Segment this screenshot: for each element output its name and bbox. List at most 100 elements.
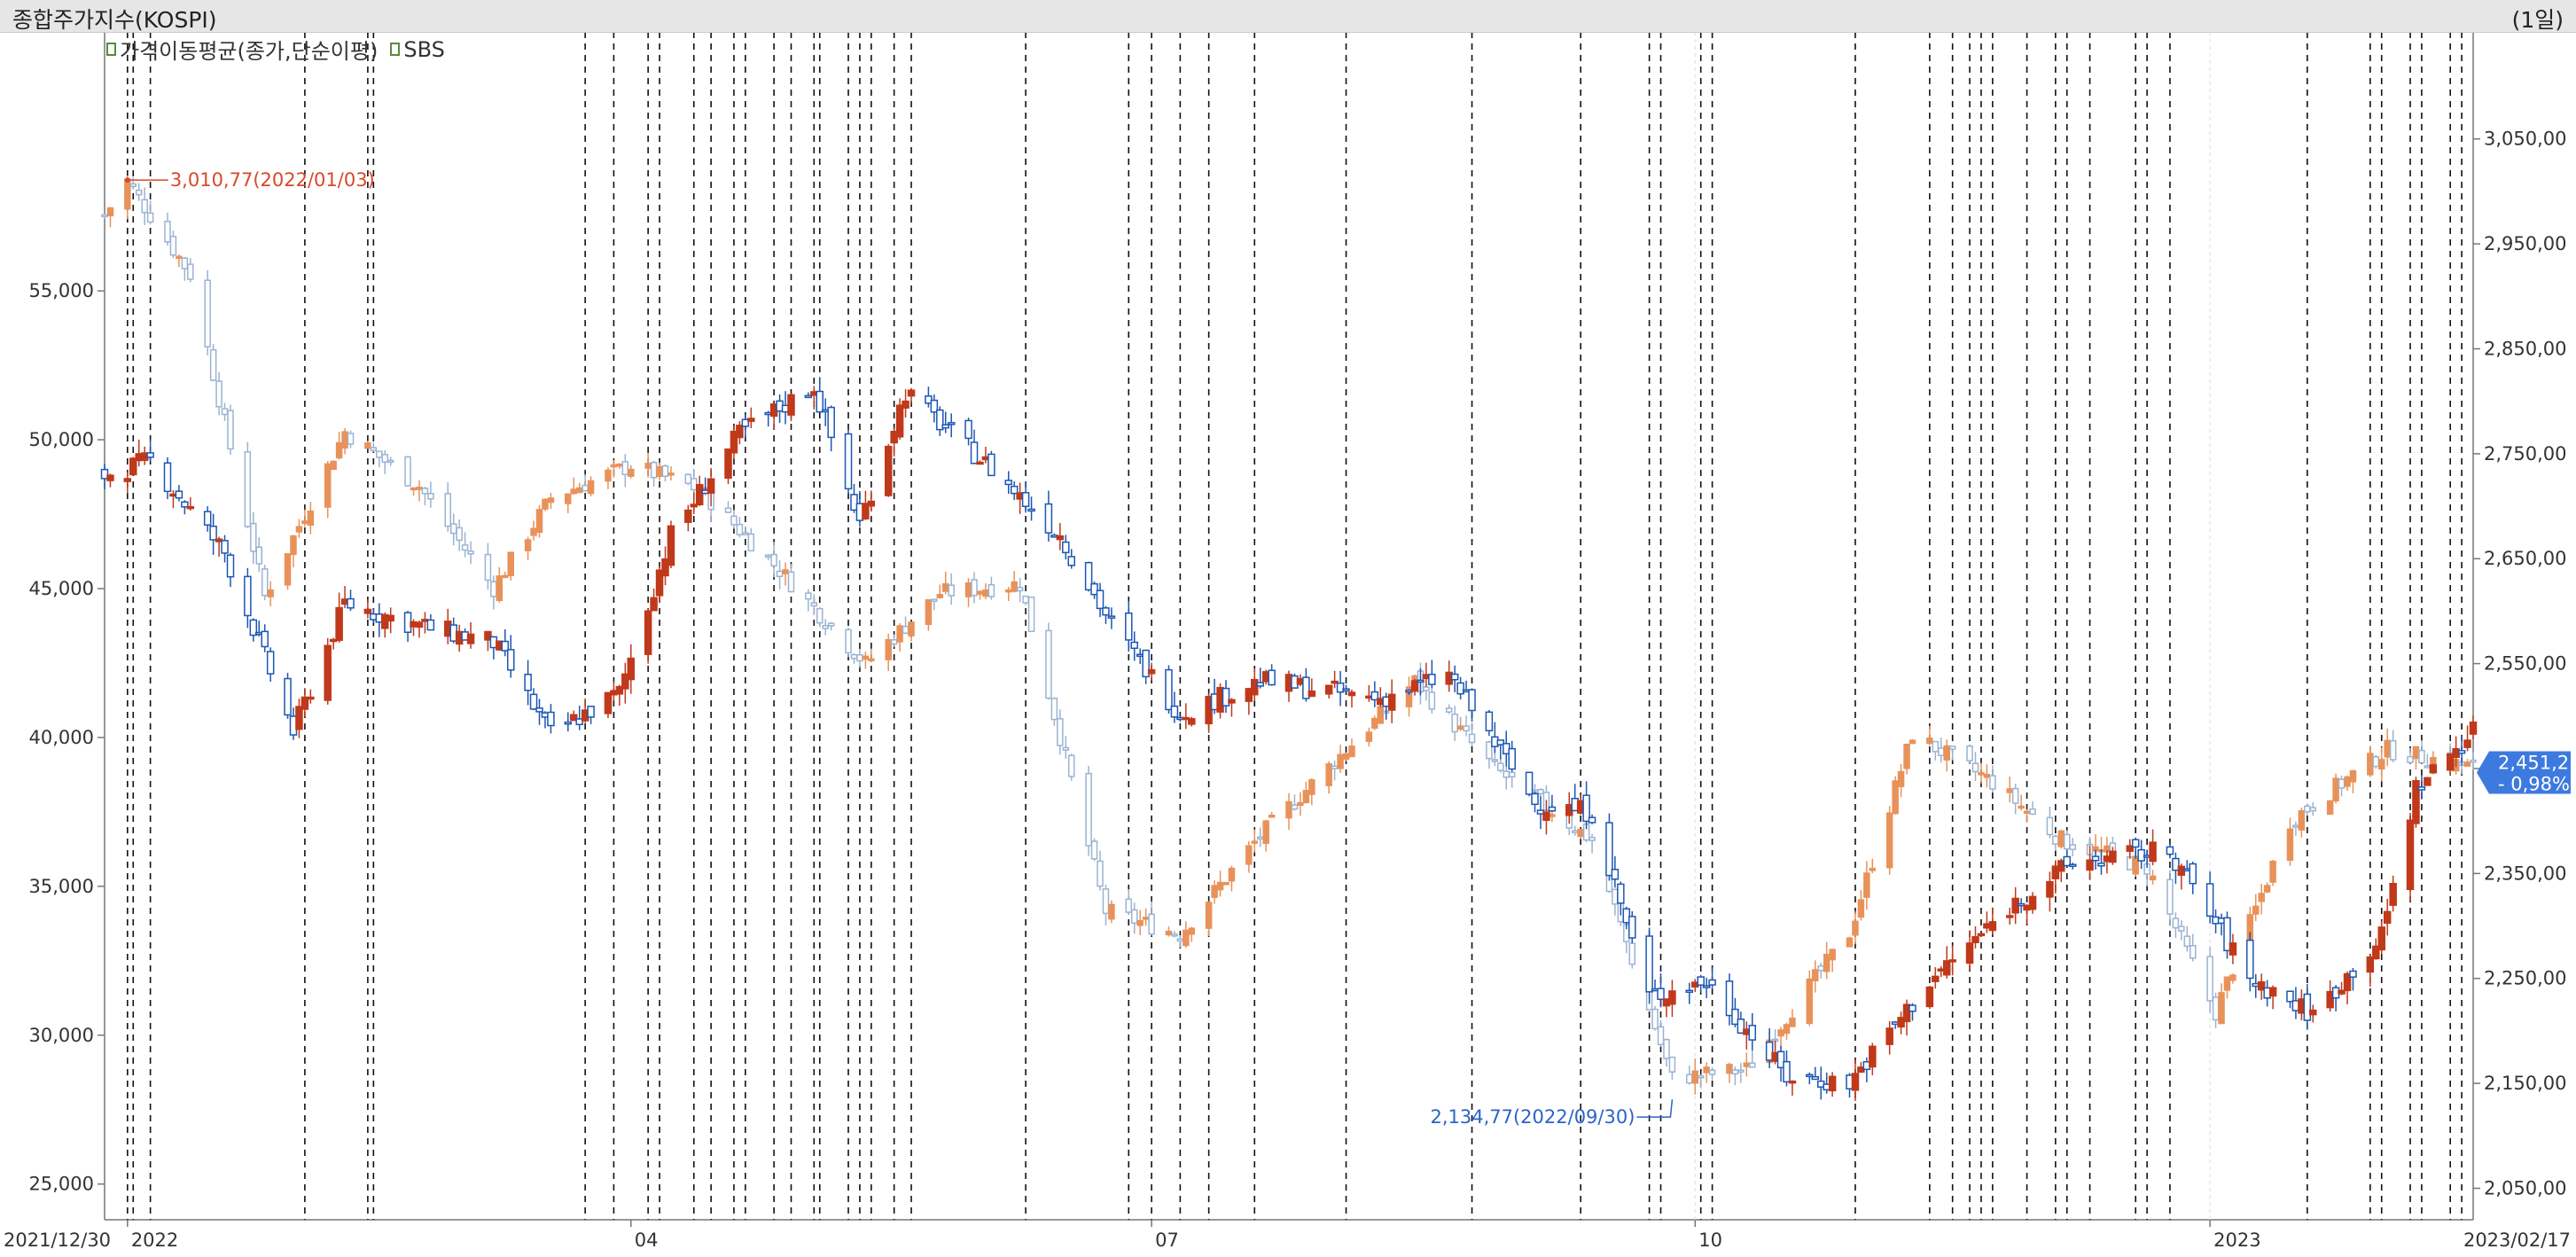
stock-candle: [2424, 777, 2432, 786]
stock-candle: [2372, 945, 2380, 960]
kospi-candle: [1966, 746, 1973, 761]
kospi-candle: [1749, 1062, 1756, 1068]
stock-candle: [1256, 682, 1264, 687]
stock-candle: [301, 696, 309, 710]
stock-candle: [1324, 684, 1333, 695]
stock-candle: [106, 474, 114, 481]
kospi-candle: [1130, 909, 1138, 925]
kospi-candle: [1125, 898, 1133, 913]
kospi-candle: [661, 465, 669, 478]
stock-candle: [1456, 682, 1464, 695]
kospi-candle: [587, 480, 595, 495]
stock-candle: [1090, 582, 1098, 596]
kospi-candle: [1823, 953, 1831, 972]
kospi-candle: [376, 450, 383, 458]
stock-candle: [2338, 989, 2346, 995]
kospi-candle: [1463, 725, 1470, 732]
kospi-candle: [1903, 744, 1910, 769]
kospi-candle: [1348, 746, 1355, 758]
right-axis-tick-label: 2,950,00: [2484, 233, 2567, 254]
stock-candle: [244, 575, 252, 617]
right-axis-tick-label: 3,050,00: [2484, 129, 2567, 150]
legend-item-sbs[interactable]: SBS: [390, 37, 445, 62]
legend: 가격이동평균(종가,단순이평) SBS: [106, 34, 445, 65]
kospi-candle: [141, 199, 148, 214]
stock-candle: [1828, 1075, 1837, 1092]
kospi-candle: [404, 456, 411, 487]
stock-candle: [381, 613, 389, 629]
stock-candle: [1582, 794, 1590, 823]
stock-candle: [827, 406, 835, 439]
stock-candle: [1347, 691, 1356, 697]
kospi-candle: [324, 463, 332, 508]
stock-candle: [2412, 779, 2420, 824]
kospi-candle: [868, 658, 875, 662]
kospi-candle: [542, 498, 549, 510]
kospi-candle: [1943, 745, 1950, 761]
kospi-candle: [1932, 740, 1940, 753]
kospi-candle: [1697, 1075, 1705, 1079]
stock-candle: [667, 525, 675, 566]
kospi-candle: [2269, 860, 2276, 883]
kospi-candle: [1612, 888, 1619, 905]
kospi-candle: [524, 539, 532, 551]
stock-candle: [129, 457, 137, 476]
stock-candle: [1485, 711, 1494, 732]
stock-candle: [627, 657, 636, 681]
kospi-candle: [1405, 686, 1413, 707]
kospi-candle: [782, 569, 789, 574]
kospi-candle: [1428, 691, 1436, 710]
legend-item-moving-average[interactable]: 가격이동평균(종가,단순이평): [106, 34, 378, 65]
kospi-candle: [1731, 1069, 1739, 1075]
kospi-candle: [250, 522, 257, 552]
kospi-candle: [2064, 833, 2071, 850]
kospi-candle: [2029, 808, 2036, 816]
stock-candle: [1428, 674, 1436, 685]
kospi-candle: [2252, 905, 2260, 915]
kospi-candle: [684, 473, 692, 484]
stock-candle: [1222, 687, 1230, 707]
kospi-candle: [862, 655, 870, 660]
kospi-candle: [386, 459, 394, 464]
stock-candle: [1725, 980, 1734, 1017]
kospi-candle: [164, 221, 171, 243]
kospi-candle: [644, 463, 652, 469]
kospi-candle: [1846, 937, 1854, 948]
kospi-candle: [507, 551, 514, 576]
stock-candle: [895, 404, 904, 438]
stock-candle: [1645, 935, 1653, 993]
kospi-candle: [1806, 978, 1814, 1025]
kospi-candle: [2309, 807, 2317, 812]
kospi-candle: [931, 598, 938, 602]
stock-candle: [2377, 926, 2385, 951]
kospi-candle: [2212, 996, 2220, 1021]
kospi-candle: [2178, 925, 2185, 932]
kospi-candle: [1885, 812, 1893, 869]
stock-candle: [1909, 1004, 1916, 1012]
stock-candle: [2229, 942, 2237, 956]
kospi-candle: [1067, 754, 1075, 777]
kospi-candle: [1108, 903, 1115, 920]
kospi-candle: [1571, 830, 1579, 833]
stock-candle: [2223, 917, 2231, 952]
legend-label-moving-average: 가격이동평균(종가,단순이평): [120, 39, 379, 64]
stock-candle: [1708, 979, 1716, 986]
kospi-candle: [1222, 882, 1229, 886]
kospi-candle: [1045, 629, 1052, 699]
stock-candle: [1611, 869, 1620, 880]
stock-candle: [2268, 987, 2277, 997]
stock-candle: [2389, 882, 2397, 906]
period-label[interactable]: (1일): [2511, 7, 2564, 33]
kospi-candle: [1188, 927, 1196, 935]
stock-candle: [1788, 1080, 1797, 1084]
kospi-candle: [2229, 974, 2236, 981]
stock-candle: [850, 494, 858, 511]
stock-candle: [1697, 976, 1705, 986]
kospi-candle: [2132, 855, 2139, 875]
stock-candle: [2131, 839, 2140, 848]
kospi-candle: [1016, 587, 1024, 592]
stock-candle: [2046, 880, 2054, 898]
kospi-candle: [1978, 772, 1985, 776]
kospi-candle: [1869, 867, 1877, 871]
